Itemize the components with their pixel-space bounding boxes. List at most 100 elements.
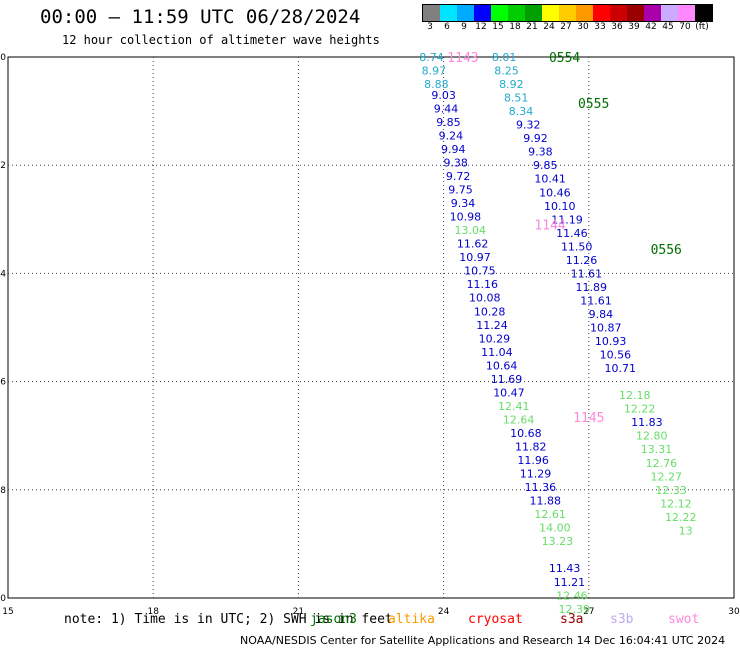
color-swatch	[508, 5, 525, 21]
wave-height-value: 11.61	[571, 267, 603, 280]
wave-height-value: 13.04	[454, 224, 486, 237]
wave-height-value: 10.87	[590, 322, 622, 335]
wave-height-value: 12.12	[660, 497, 692, 510]
wave-height-value: 9.03	[431, 89, 456, 102]
note-text: note: 1) Time is in UTC; 2) SWH is in fe…	[64, 612, 393, 627]
wave-height-value: 11.62	[457, 238, 489, 251]
wave-height-value: 11.82	[515, 441, 547, 454]
wave-height-value: 11.83	[631, 416, 663, 429]
wave-height-value: 9.75	[448, 184, 473, 197]
wave-height-value: 12.33	[655, 484, 687, 497]
wave-height-value: 10.75	[464, 265, 496, 278]
y-tick-label: -44	[0, 269, 6, 279]
color-swatch	[525, 5, 542, 21]
wave-height-value: 10.64	[486, 359, 518, 372]
wave-height-value: 12.41	[498, 400, 530, 413]
wave-height-value: 10.46	[539, 186, 571, 199]
color-scale-label: 30	[577, 22, 589, 32]
wave-height-value: 10.47	[493, 386, 525, 399]
wave-height-value: 9.24	[439, 129, 464, 142]
wave-height-value: 8.01	[492, 51, 517, 64]
color-swatch	[610, 5, 627, 21]
color-scale-label: 36	[611, 22, 623, 32]
mission-legend-item: swot	[668, 612, 700, 627]
wave-height-value: 11.96	[517, 454, 549, 467]
wave-height-value: 11.46	[556, 227, 588, 240]
mission-legend-item: altika	[388, 612, 435, 627]
wave-height-value: 11.29	[520, 468, 552, 481]
wave-height-value: 10.98	[450, 211, 482, 224]
color-swatch	[576, 5, 593, 21]
wave-height-value: 9.94	[441, 143, 466, 156]
wave-height-value: 12.64	[503, 413, 535, 426]
wave-height-value: 11.69	[491, 373, 523, 386]
wave-height-value: 11.43	[549, 562, 581, 575]
color-scale-label: 39	[628, 22, 640, 32]
wave-height-value: 8.51	[504, 92, 529, 105]
pass-time-label: 1144	[534, 219, 565, 234]
wave-height-value: 11.89	[575, 281, 607, 294]
color-swatch	[644, 5, 661, 21]
pass-time-label: 1143	[447, 51, 478, 66]
color-scale-label: 6	[444, 22, 450, 32]
x-tick-label: 30	[728, 607, 740, 617]
pass-time-label: 0556	[651, 243, 682, 258]
color-scale-label: 45	[662, 22, 674, 32]
color-scale-label: 9	[461, 22, 467, 32]
color-swatch	[593, 5, 610, 21]
color-scale-bar	[422, 4, 713, 22]
wave-height-value: 8.88	[424, 78, 449, 91]
wave-height-value: 9.34	[451, 197, 476, 210]
wave-height-value: 14.00	[539, 522, 571, 535]
wave-height-value: 9.44	[434, 102, 459, 115]
x-tick-label: 18	[147, 607, 159, 617]
y-tick-label: -48	[0, 486, 6, 496]
wave-height-value: 13.23	[542, 535, 574, 548]
wave-height-value: 11.61	[580, 294, 612, 307]
color-swatch	[440, 5, 457, 21]
wave-height-value: 8.25	[494, 65, 519, 78]
mission-legend-item: jason3	[310, 612, 357, 627]
color-swatch	[491, 5, 508, 21]
wave-height-value: 10.08	[469, 292, 501, 305]
color-swatch	[695, 5, 712, 21]
color-scale-label: 21	[526, 22, 538, 32]
wave-height-value: 8.34	[509, 105, 534, 118]
color-scale-label: (ft)	[695, 22, 709, 32]
wave-height-value: 11.36	[525, 481, 557, 494]
wave-height-value: 8.97	[422, 65, 447, 78]
y-tick-label: -50	[0, 594, 6, 604]
pass-time-label: 1145	[573, 411, 604, 426]
color-scale-label: 27	[560, 22, 572, 32]
wave-height-value: 9.85	[533, 159, 558, 172]
wave-height-value: 12.22	[624, 403, 656, 416]
color-swatch	[457, 5, 474, 21]
color-scale-label: 3	[427, 22, 433, 32]
credit-line: NOAA/NESDIS Center for Satellite Applica…	[240, 634, 726, 647]
wave-height-value: 9.84	[589, 308, 614, 321]
wave-height-value: 9.38	[443, 156, 468, 169]
wave-height-value: 13.31	[641, 443, 673, 456]
wave-height-value: 9.72	[446, 170, 471, 183]
chart-subtitle: 12 hour collection of altimeter wave hei…	[62, 33, 380, 47]
wave-height-value: 9.32	[516, 119, 541, 132]
y-tick-label: -40	[0, 53, 6, 63]
wave-height-value: 8.74	[419, 51, 444, 64]
wave-height-value: 9.38	[528, 146, 553, 159]
wave-height-value: 11.50	[561, 240, 593, 253]
wave-height-value: 10.29	[479, 332, 511, 345]
mission-legend-item: cryosat	[468, 612, 523, 627]
chart-title: 00:00 – 11:59 UTC 06/28/2024	[40, 6, 361, 28]
wave-height-value: 12.80	[636, 430, 668, 443]
color-scale-label: 70	[679, 22, 691, 32]
wave-height-value: 11.26	[566, 254, 598, 267]
color-scale-label: 24	[543, 22, 555, 32]
color-scale-label: 18	[509, 22, 521, 32]
wave-height-value: 13	[679, 524, 693, 537]
plot-frame	[7, 56, 735, 599]
wave-height-value: 12.61	[534, 508, 566, 521]
color-scale-label: 42	[645, 22, 657, 32]
color-swatch	[423, 5, 440, 21]
wave-height-value: 12.46	[556, 589, 588, 602]
wave-height-value: 11.24	[476, 319, 508, 332]
